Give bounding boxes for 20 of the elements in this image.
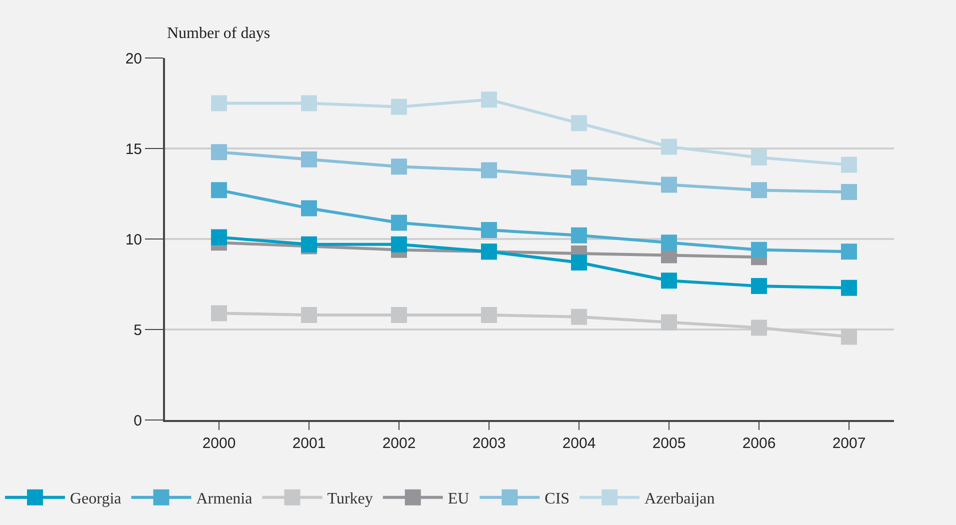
x-tick-label: 2001: [292, 435, 326, 452]
x-tick-label: 2005: [652, 435, 686, 452]
x-tick-label: 2002: [382, 435, 416, 452]
legend-label: EU: [448, 490, 470, 508]
legend-label: Turkey: [327, 490, 373, 508]
legend-label: Armenia: [196, 490, 252, 508]
x-tick-label: 2007: [832, 435, 866, 452]
x-tick-label: 2003: [472, 435, 506, 452]
y-tick-label: 0: [134, 412, 142, 430]
y-tick-label: 15: [125, 140, 142, 158]
y-axis-title: Number of days: [167, 25, 270, 42]
x-tick-label: 2006: [742, 435, 776, 452]
x-tick-label: 2000: [202, 435, 236, 452]
legend-label: Georgia: [70, 490, 122, 508]
y-tick-label: 5: [134, 322, 142, 339]
y-tick-label: 10: [125, 231, 142, 248]
x-tick-label: 2004: [562, 435, 596, 452]
y-tick-label: 20: [125, 50, 142, 68]
legend-label: CIS: [544, 490, 570, 508]
legend-label: Azerbaijan: [644, 490, 715, 508]
